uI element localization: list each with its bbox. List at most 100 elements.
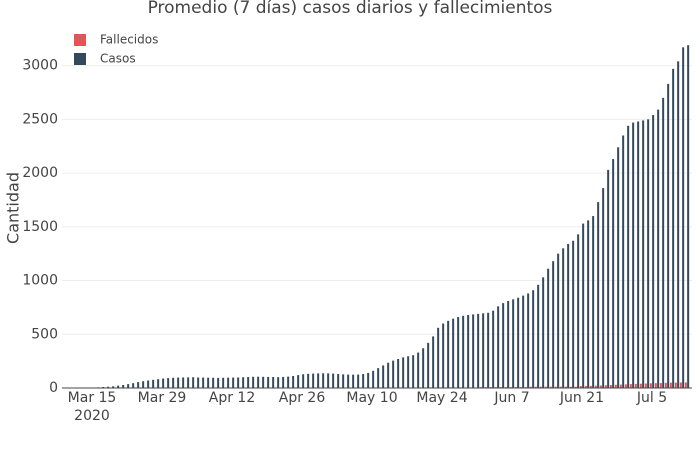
bar: [227, 377, 230, 388]
bar: [597, 202, 600, 388]
bar: [594, 385, 597, 388]
bar: [222, 377, 225, 388]
bar: [457, 317, 460, 388]
y-tick-label: 1000: [22, 273, 58, 289]
bar: [579, 386, 582, 388]
bar: [467, 314, 470, 388]
bar: [337, 374, 340, 388]
bar: [569, 386, 572, 388]
bar: [282, 376, 285, 388]
bar: [497, 306, 500, 388]
bar: [639, 383, 642, 388]
bar: [392, 360, 395, 388]
bar: [462, 315, 465, 388]
bar: [539, 386, 542, 388]
y-axis-label: Cantidad: [4, 172, 23, 244]
bar: [232, 377, 235, 388]
bar: [107, 386, 110, 388]
bar: [567, 244, 570, 388]
bar: [252, 376, 255, 388]
bar: [604, 385, 607, 388]
x-tick-label: Jul 5: [636, 390, 667, 406]
bar: [352, 374, 355, 388]
bar: [272, 377, 275, 388]
bar: [152, 379, 155, 388]
bar: [627, 125, 630, 388]
x-tick-label: Jun 7: [493, 390, 529, 406]
legend-swatch: [74, 53, 86, 65]
bar: [317, 373, 320, 388]
x-tick-label: May 24: [416, 390, 467, 406]
bar: [387, 362, 390, 388]
bar: [402, 357, 405, 388]
bar: [187, 377, 190, 388]
bar: [127, 384, 130, 388]
bar: [614, 384, 617, 388]
bar: [332, 373, 335, 388]
bar: [397, 358, 400, 388]
y-tick-label: 0: [49, 380, 58, 396]
bar: [362, 374, 365, 388]
bar: [157, 379, 160, 388]
bar: [147, 380, 150, 388]
bar: [202, 377, 205, 388]
bar: [562, 248, 565, 388]
bar: [682, 47, 685, 388]
y-tick-label: 500: [31, 326, 58, 342]
bar: [267, 376, 270, 388]
bar: [507, 300, 510, 388]
bar: [492, 310, 495, 388]
bar: [612, 159, 615, 388]
bar: [624, 384, 627, 388]
bar: [287, 376, 290, 388]
bar: [137, 382, 140, 388]
bar: [132, 383, 135, 388]
bar: [472, 314, 475, 388]
bar: [649, 383, 652, 388]
bar: [652, 115, 655, 389]
bar: [302, 374, 305, 388]
bar: [382, 365, 385, 388]
bar: [589, 385, 592, 388]
bar: [647, 119, 650, 388]
bar: [482, 313, 485, 388]
bar: [512, 299, 515, 388]
bar: [552, 261, 555, 388]
bar: [447, 320, 450, 388]
bar: [182, 377, 185, 388]
bar: [662, 97, 665, 389]
bar: [617, 147, 620, 388]
bar: [442, 323, 445, 388]
bar: [684, 382, 687, 388]
bar: [544, 386, 547, 388]
bar: [297, 375, 300, 388]
bar: [564, 386, 567, 388]
x-tick-label: Mar 29: [138, 390, 187, 406]
bar: [669, 382, 672, 388]
bar: [377, 368, 380, 388]
bar: [607, 169, 610, 388]
bar: [312, 373, 315, 388]
bar: [687, 45, 690, 388]
bar: [122, 384, 125, 388]
bar: [534, 386, 537, 388]
bar: [522, 295, 525, 388]
bar: [587, 220, 590, 388]
bar: [654, 383, 657, 388]
y-tick-label: 2500: [22, 111, 58, 127]
bar: [592, 216, 595, 388]
bar: [559, 386, 562, 388]
x-tick-label: Apr 12: [209, 390, 255, 406]
bar: [357, 374, 360, 388]
bar: [207, 377, 210, 388]
bar: [599, 385, 602, 388]
legend-label: Fallecidos: [100, 33, 158, 47]
bar: [452, 318, 455, 388]
bar: [674, 382, 677, 388]
bar: [247, 377, 250, 388]
bar: [197, 377, 200, 388]
bar: [637, 121, 640, 388]
bar: [657, 109, 660, 389]
bar: [602, 188, 605, 388]
x-tick-label: Mar 15 2020: [68, 390, 117, 424]
